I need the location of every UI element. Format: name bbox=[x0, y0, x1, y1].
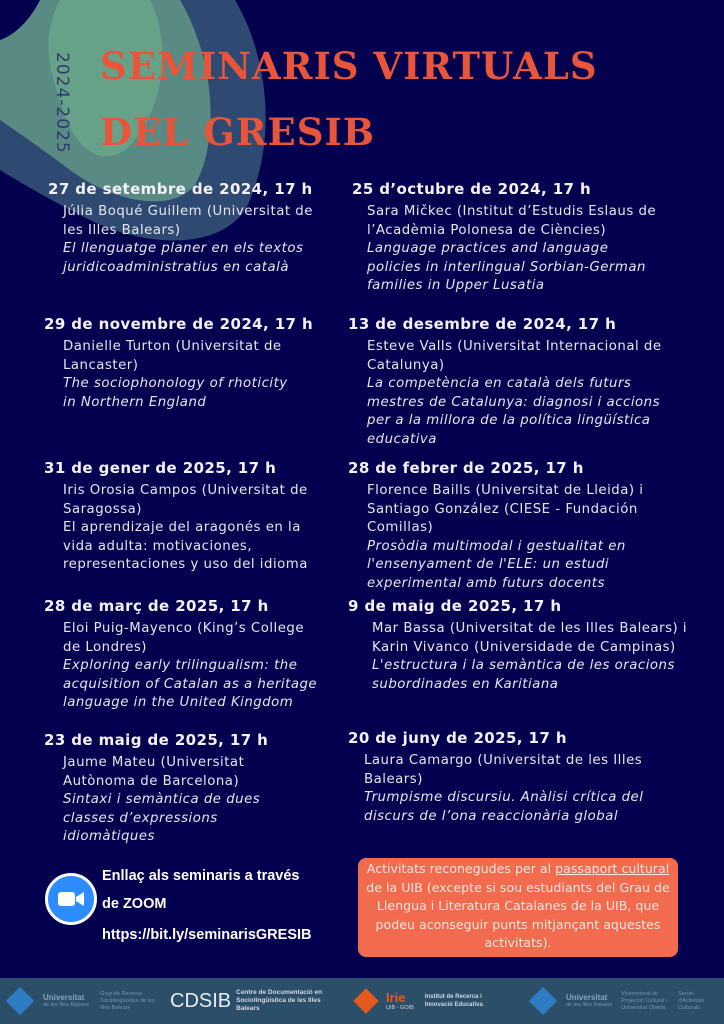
uib-sub: de les Illes Balears bbox=[566, 1002, 613, 1008]
event-talk-title: Trumpisme discursiu. Anàlisi crítica del… bbox=[364, 790, 644, 824]
seminar-event: 31 de gener de 2025, 17 h Iris Orosia Ca… bbox=[44, 459, 334, 575]
cdsib-name: Centre de Documentació en Sociolingüísti… bbox=[236, 989, 323, 1012]
event-date: 31 de gener de 2025, 17 h bbox=[44, 459, 277, 477]
uib-logo: Universitat de les Illes Balears Grup de … bbox=[5, 978, 155, 1024]
event-speaker: Mar Bassa (Universitat de les Illes Bale… bbox=[372, 621, 688, 655]
background-blob-shapes bbox=[0, 0, 266, 241]
event-date: 25 d’octubre de 2024, 17 h bbox=[352, 180, 592, 198]
irie-mark-icon bbox=[353, 988, 379, 1014]
uib-sub: de les Illes Balears bbox=[43, 1002, 90, 1008]
event-talk-title: Sintaxi i semàntica de dues classes d’ex… bbox=[63, 792, 261, 844]
seminar-event: 9 de maig de 2025, 17 h Mar Bassa (Unive… bbox=[348, 597, 698, 694]
zoom-link-block: Enllaç als seminaris a través de ZOOM ht… bbox=[102, 862, 312, 949]
uib-diamond-icon bbox=[528, 986, 558, 1016]
irie-name: Institut de Recerca i Innovació Educativ… bbox=[424, 994, 483, 1008]
event-speaker: Eloi Puig-Mayenco (King’s College de Lon… bbox=[63, 621, 305, 655]
event-date: 29 de novembre de 2024, 17 h bbox=[44, 315, 314, 333]
zoom-link-label-line1: Enllaç als seminaris a través bbox=[102, 868, 300, 884]
zoom-url-link[interactable]: https://bit.ly/seminarisGRESIB bbox=[102, 927, 312, 943]
seminar-event: 28 de març de 2025, 17 h Eloi Puig-Mayen… bbox=[44, 597, 334, 713]
cdsib-wordmark: CDSIB bbox=[170, 989, 232, 1012]
event-talk-title: El llenguatge planer en els textos jurid… bbox=[63, 241, 304, 275]
uib-diamond-icon bbox=[5, 986, 35, 1016]
event-talk-title: L'estructura i la semàntica de les oraci… bbox=[372, 658, 675, 692]
event-date: 27 de setembre de 2024, 17 h bbox=[48, 180, 313, 198]
event-talk-title: Prosòdia multimodal i gestualitat en l'e… bbox=[367, 538, 626, 591]
note-text: de la UIB (excepte si sou estudiants del… bbox=[366, 879, 670, 951]
event-speaker: Esteve Valls (Universitat Internacional … bbox=[367, 339, 662, 373]
event-talk-title: La competència en català dels futurs mes… bbox=[367, 376, 661, 447]
event-speaker: Laura Camargo (Universitat de les Illes … bbox=[364, 753, 643, 787]
event-speaker: Sara Mičkec (Institut d’Estudis Eslaus d… bbox=[367, 204, 657, 238]
passaport-cultural-link[interactable]: passaport cultural bbox=[555, 861, 670, 876]
note-text: Activitats reconegudes per al bbox=[366, 861, 556, 876]
seminar-event: 23 de maig de 2025, 17 h Jaume Mateu (Un… bbox=[44, 731, 334, 847]
uib-logo-2: Universitat de les Illes Balears Vicerect… bbox=[528, 978, 708, 1024]
academic-year: 2024-2025 bbox=[52, 52, 72, 154]
seminar-event: 29 de novembre de 2024, 17 h Danielle Tu… bbox=[44, 315, 334, 412]
event-speaker: Júlia Boqué Guillem (Universitat de les … bbox=[63, 204, 313, 238]
irie-logo: Irie UIB - GOIB Institut de Recerca i Inn… bbox=[353, 978, 495, 1024]
zoom-link-label-line2: de ZOOM bbox=[102, 896, 167, 912]
event-date: 23 de maig de 2025, 17 h bbox=[44, 731, 269, 749]
irie-wordmark: Irie bbox=[386, 990, 406, 1005]
event-date: 28 de febrer de 2025, 17 h bbox=[348, 459, 584, 477]
event-speaker: Danielle Turton (Universitat de Lancaste… bbox=[63, 339, 282, 373]
servei-name: Servei d'Activitats Culturals bbox=[678, 990, 705, 1011]
event-speaker: Florence Baills (Universitat de Lleida) … bbox=[367, 483, 644, 535]
uib-name: Universitat bbox=[43, 993, 85, 1002]
vicerectorat-name: Vicerectorat de Projecció Cultural i Uni… bbox=[621, 990, 668, 1011]
event-speaker: Iris Orosia Campos (Universitat de Sarag… bbox=[63, 483, 308, 517]
event-date: 9 de maig de 2025, 17 h bbox=[348, 597, 562, 615]
cdsib-logo: CDSIB Centre de Documentació en Sociolin… bbox=[170, 978, 324, 1024]
footer-logos: Universitat de les Illes Balears Grup de … bbox=[0, 978, 724, 1024]
irie-sub: UIB - GOIB bbox=[386, 1005, 414, 1011]
seminar-event: 28 de febrer de 2025, 17 h Florence Bail… bbox=[348, 459, 688, 593]
page-title-line1: SEMINARIS VIRTUALS bbox=[100, 44, 598, 88]
uib-name: Universitat bbox=[566, 993, 608, 1002]
event-date: 28 de març de 2025, 17 h bbox=[44, 597, 269, 615]
page-title-line2: DEL GRESIB bbox=[100, 110, 376, 154]
event-talk-title: Language practices and language policies… bbox=[367, 241, 646, 293]
passport-note: Activitats reconegudes per al passaport … bbox=[358, 858, 678, 957]
seminar-event: 13 de desembre de 2024, 17 h Esteve Vall… bbox=[348, 315, 688, 449]
event-date: 20 de juny de 2025, 17 h bbox=[348, 729, 567, 747]
event-talk-title: El aprendizaje del aragonés en la vida a… bbox=[63, 520, 308, 572]
seminar-event: 27 de setembre de 2024, 17 h Júlia Boqué… bbox=[48, 180, 338, 277]
zoom-camera-icon[interactable] bbox=[45, 873, 97, 925]
gresib-name: Grup de Recerca Sociolingüística de les … bbox=[100, 990, 155, 1011]
seminar-event: 25 d’octubre de 2024, 17 h Sara Mičkec (… bbox=[352, 180, 692, 296]
event-speaker: Jaume Mateu (Universitat Autònoma de Bar… bbox=[63, 755, 245, 789]
seminar-event: 20 de juny de 2025, 17 h Laura Camargo (… bbox=[348, 729, 688, 826]
event-talk-title: Exploring early trilingualism: the acqui… bbox=[63, 658, 318, 710]
event-date: 13 de desembre de 2024, 17 h bbox=[348, 315, 617, 333]
event-talk-title: The sociophonology of rhoticity in North… bbox=[63, 376, 288, 410]
